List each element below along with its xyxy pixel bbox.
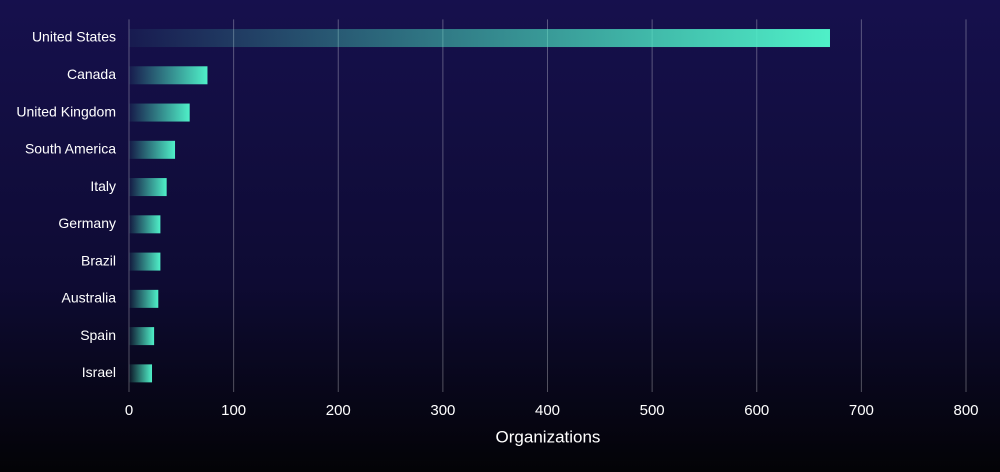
y-tick-label: Israel <box>82 364 116 380</box>
bar <box>129 364 153 383</box>
y-tick-label: Australia <box>62 290 117 306</box>
bar <box>129 140 176 159</box>
y-tick-label: Canada <box>67 66 116 82</box>
x-tick-label: 100 <box>221 402 246 419</box>
x-tick-label: 800 <box>953 402 978 419</box>
bar <box>129 327 155 346</box>
x-tick-label: 700 <box>849 402 874 419</box>
x-tick-label: 300 <box>430 402 455 419</box>
x-tick-label: 600 <box>744 402 769 419</box>
y-tick-label: United States <box>32 29 116 45</box>
x-tick-label: 500 <box>640 402 665 419</box>
x-tick-label: 400 <box>535 402 560 419</box>
x-axis-label: Organizations <box>496 427 601 446</box>
bar <box>129 252 161 271</box>
bar <box>129 29 830 48</box>
bar <box>129 289 159 308</box>
bar <box>129 66 208 85</box>
y-tick-label: Germany <box>58 215 116 231</box>
y-tick-label: United Kingdom <box>16 103 116 119</box>
bar <box>129 178 167 197</box>
bar <box>129 215 161 234</box>
y-tick-label: Italy <box>90 178 116 194</box>
x-tick-label: 200 <box>326 402 351 419</box>
y-tick-label: Brazil <box>81 252 116 268</box>
x-tick-label: 0 <box>125 402 133 419</box>
y-tick-label: Spain <box>80 327 116 343</box>
bar <box>129 103 190 122</box>
y-tick-label: South America <box>25 141 116 157</box>
